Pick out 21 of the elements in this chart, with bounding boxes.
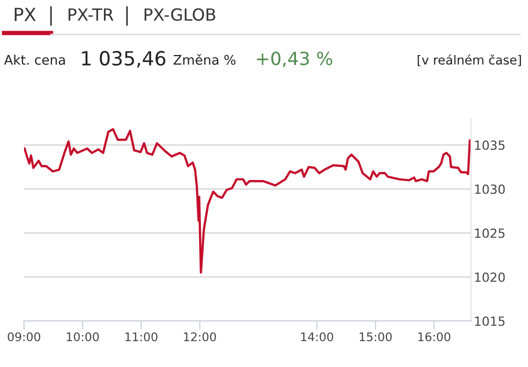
x-tick-label: 10:00 — [66, 332, 99, 342]
chart-title: PX — [14, 8, 36, 21]
y-tick-label: 1030 — [475, 184, 505, 194]
x-tick-label: 09:00 — [8, 332, 40, 342]
x-tick-label: 11:00 — [125, 332, 158, 342]
x-tick-label: 15:00 — [360, 332, 392, 342]
text: [v reálném čase] — [418, 54, 521, 66]
y-tick-label: 1020 — [475, 272, 505, 282]
text: PX-GLOB — [144, 8, 216, 21]
y-tick-label: 1025 — [475, 228, 504, 238]
y-tick-label: 1015 — [475, 316, 504, 326]
y-tick-label: 1035 — [475, 140, 504, 150]
text: PX-TR — [68, 8, 114, 21]
x-tick-label: 12:00 — [184, 332, 216, 342]
x-tick-label: 14:00 — [301, 332, 334, 342]
text: +0,43 % — [256, 52, 332, 68]
x-tick-label: 16:00 — [418, 332, 450, 342]
text: Změna % — [174, 54, 236, 65]
text: 1 035,46 — [82, 50, 166, 68]
line-series — [24, 128, 471, 274]
text: Akt. cena — [4, 54, 65, 65]
